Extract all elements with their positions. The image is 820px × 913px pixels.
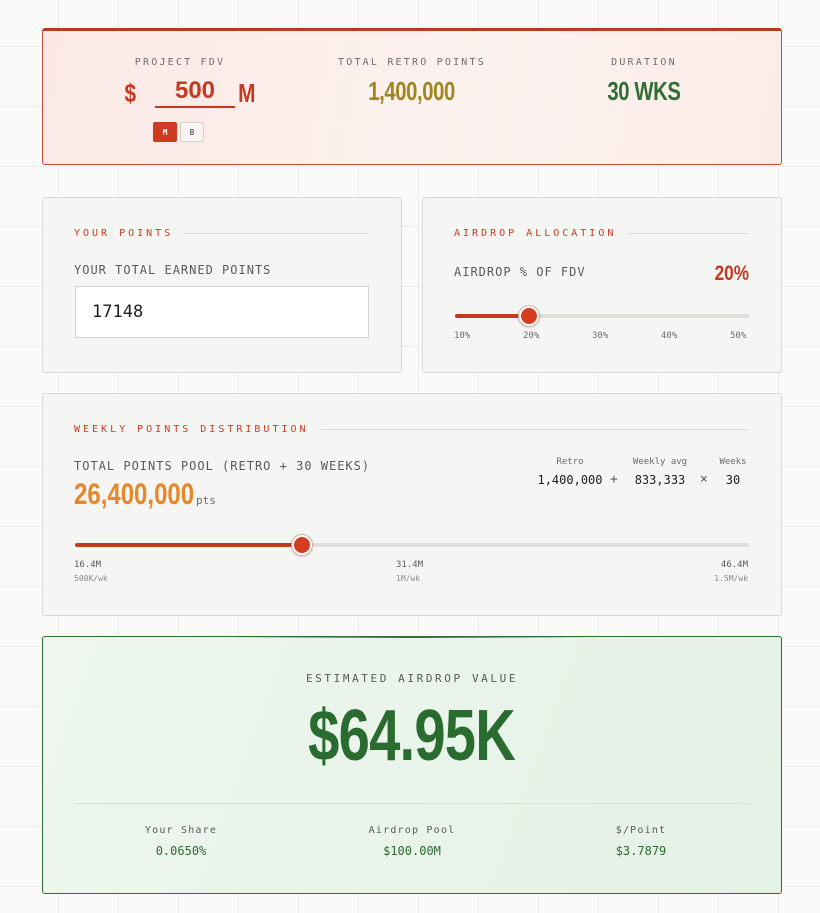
tick-value: 31.4M (396, 560, 424, 570)
fdv-currency-sign: $ (124, 78, 137, 108)
stat-per-point: $/Point $3.7879 (543, 825, 739, 858)
points-pool-display: 26,400,000 pts (74, 478, 216, 512)
title-rule (628, 233, 749, 234)
tick-value: 16.4M (74, 560, 102, 570)
retro-points-label: TOTAL RETRO POINTS (338, 57, 486, 68)
formula-weekly-avg: Weekly avg 833,333 (623, 457, 697, 487)
points-pool-value: 26,400,000 (74, 478, 195, 511)
summary-header: PROJECT FDV $ M M B TOTAL RETRO POINTS 1… (42, 28, 782, 165)
duration-label: DURATION (611, 57, 677, 68)
formula-avg-label: Weekly avg (632, 457, 688, 467)
airdrop-slider-thumb[interactable] (518, 306, 539, 326)
airdrop-tick: 20% (523, 331, 540, 341)
stat-value: 0.0650% (155, 844, 207, 858)
retro-points-value: 1,400,000 (368, 76, 456, 106)
retro-points-column: TOTAL RETRO POINTS 1,400,000 (292, 57, 532, 107)
fdv-unit-toggle: M B (153, 122, 204, 142)
fdv-unit-suffix: M (238, 78, 256, 108)
airdrop-tick: 50% (730, 331, 747, 341)
formula-retro: Retro 1,400,000 (535, 457, 605, 487)
duration-column: DURATION 30 WKS (524, 57, 764, 107)
formula-avg-value: 833,333 (634, 473, 686, 487)
formula-retro-value: 1,400,000 (537, 473, 603, 487)
tick-rate: 500K/wk (74, 574, 108, 583)
airdrop-percent-label: AIRDROP % OF FDV (454, 265, 586, 279)
estimated-value-amount: $64.95K (308, 696, 517, 776)
stat-airdrop-pool: Airdrop Pool $100.00M (314, 825, 510, 858)
weekly-distribution-title: WEEKLY POINTS DISTRIBUTION (74, 424, 749, 435)
your-points-card: YOUR POINTS YOUR TOTAL EARNED POINTS (42, 197, 402, 373)
weekly-distribution-card: WEEKLY POINTS DISTRIBUTION TOTAL POINTS … (42, 393, 782, 616)
stat-your-share: Your Share 0.0650% (83, 825, 279, 858)
stat-label: Airdrop Pool (368, 825, 456, 836)
earned-points-label: YOUR TOTAL EARNED POINTS (74, 263, 272, 277)
airdrop-tick: 10% (454, 331, 471, 341)
airdrop-percent-value: 20% (714, 262, 749, 285)
fdv-input[interactable] (155, 76, 235, 108)
earned-points-input[interactable] (75, 286, 369, 338)
stat-value: $3.7879 (615, 844, 667, 858)
estimated-value-label: ESTIMATED AIRDROP VALUE (305, 672, 519, 685)
fdv-label: PROJECT FDV (134, 57, 226, 68)
weekly-points-slider[interactable] (75, 535, 749, 555)
unit-button-m[interactable]: M (153, 122, 177, 142)
unit-button-b[interactable]: B (180, 122, 204, 142)
tick-value: 46.4M (720, 560, 748, 570)
points-pool-label: TOTAL POINTS POOL (RETRO + 30 WEEKS) (74, 459, 371, 473)
your-points-title: YOUR POINTS (74, 228, 369, 239)
fdv-input-row: $ M (60, 74, 300, 114)
formula-weeks-value: 30 (725, 473, 741, 487)
weekly-tick-max: 46.4M 1.5M/wk (714, 560, 748, 583)
stat-label: Your Share (144, 825, 218, 836)
tick-rate: 1.5M/wk (714, 574, 748, 583)
weekly-slider-fill (75, 543, 303, 547)
estimated-value-card: ESTIMATED AIRDROP VALUE $64.95K Your Sha… (42, 636, 782, 894)
formula-times: × (700, 472, 708, 487)
your-points-title-text: YOUR POINTS (74, 228, 174, 239)
airdrop-tick: 40% (661, 331, 678, 341)
airdrop-slider[interactable] (455, 306, 749, 326)
airdrop-tick: 30% (592, 331, 609, 341)
fdv-column: PROJECT FDV $ M (60, 57, 300, 114)
formula-weeks: Weeks 30 (713, 457, 753, 487)
title-rule (320, 429, 749, 430)
formula-weeks-label: Weeks (719, 457, 747, 467)
tick-rate: 1M/wk (396, 574, 421, 583)
airdrop-allocation-title: AIRDROP ALLOCATION (454, 228, 749, 239)
airdrop-allocation-title-text: AIRDROP ALLOCATION (454, 228, 617, 239)
weekly-distribution-title-text: WEEKLY POINTS DISTRIBUTION (74, 424, 309, 435)
stat-label: $/Point (615, 825, 667, 836)
formula-retro-label: Retro (556, 457, 584, 467)
title-rule (185, 233, 369, 234)
airdrop-allocation-card: AIRDROP ALLOCATION AIRDROP % OF FDV 20% … (422, 197, 782, 373)
formula-plus: + (610, 472, 618, 487)
weekly-slider-thumb[interactable] (292, 535, 313, 555)
stat-value: $100.00M (383, 844, 441, 858)
result-divider (75, 803, 749, 804)
weekly-tick-min: 16.4M 500K/wk (74, 560, 108, 583)
weekly-tick-mid: 31.4M 1M/wk (396, 560, 423, 583)
points-pool-unit: pts (196, 494, 216, 507)
duration-value: 30 WKS (607, 76, 681, 106)
airdrop-slider-fill (455, 314, 529, 318)
estimated-value-wrap: $64.95K (43, 695, 781, 777)
